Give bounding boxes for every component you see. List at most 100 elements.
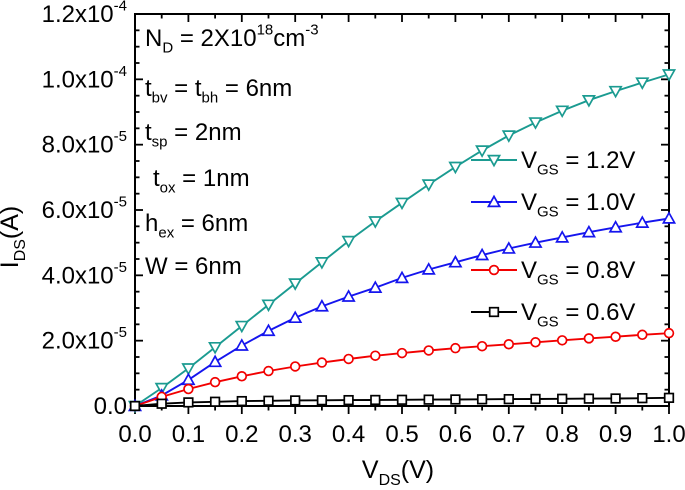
data-point-marker <box>608 85 623 99</box>
data-point-marker <box>343 394 354 406</box>
y-tick-label: 8.0x10-5 <box>42 128 127 159</box>
data-point-marker <box>343 353 354 365</box>
data-point-marker <box>314 299 329 312</box>
x-tick-labels: 0.0 0.1 0.2 0.3 0.4 0.5 0.6 0.7 0.8 0.9 1.0 <box>118 421 685 448</box>
data-point-marker <box>183 397 194 408</box>
data-point-marker <box>583 393 595 404</box>
data-point-marker <box>209 396 221 407</box>
data-point-marker <box>263 395 274 406</box>
legend-entry-vgs-1.0v: VGS = 1.0V <box>471 189 635 220</box>
data-point-marker <box>637 329 648 341</box>
data-point-marker <box>475 145 490 158</box>
annotation-line: hex = 6nm <box>145 210 248 241</box>
data-point-marker <box>635 215 650 228</box>
data-point-marker <box>608 219 623 233</box>
x-tick-label: 0.2 <box>225 421 258 448</box>
data-point-marker <box>129 400 141 412</box>
annotation-line: tbv = tbh = 6nm <box>145 75 292 106</box>
annotation-line: tsp = 2nm <box>145 119 242 150</box>
legend-label: VGS = 1.0V <box>521 189 635 220</box>
data-point-marker <box>503 339 515 350</box>
data-point-marker <box>583 333 595 344</box>
data-point-marker <box>370 394 381 406</box>
y-tick-label: 1.2x10-4 <box>42 0 127 28</box>
data-point-marker <box>289 361 301 372</box>
legend-entry-vgs-0.8v: VGS = 0.8V <box>471 257 635 288</box>
legend-entry-vgs-1.2v: VGS = 1.2V <box>471 147 635 178</box>
data-point-marker <box>610 393 621 404</box>
data-point-marker <box>663 327 675 339</box>
data-point-marker <box>316 357 328 368</box>
data-point-marker <box>368 216 383 229</box>
x-tick-label: 1.0 <box>652 421 685 448</box>
data-point-marker <box>234 338 249 351</box>
data-point-marker <box>581 94 596 108</box>
data-point-marker <box>476 340 488 352</box>
y-tick-label: 6.0x10-5 <box>42 193 127 224</box>
data-point-marker <box>156 398 167 409</box>
data-point-marker <box>234 320 249 334</box>
data-point-marker <box>316 395 328 406</box>
annotation-block: ND = 2X1018cm-3 tbv = tbh = 6nm tsp = 2nm t… <box>145 21 319 280</box>
data-point-marker <box>396 347 408 359</box>
x-tick-label: 0.4 <box>332 421 365 448</box>
data-point-marker <box>488 306 500 318</box>
legend-label: VGS = 0.8V <box>521 257 635 288</box>
data-point-marker <box>183 383 194 395</box>
data-point-marker <box>488 264 500 276</box>
x-tick-label: 0.8 <box>546 421 579 448</box>
legend-label: VGS = 1.2V <box>521 147 635 178</box>
data-point-marker <box>486 194 502 208</box>
y-tick-label: 2.0x10-5 <box>42 324 127 355</box>
data-point-marker <box>555 105 570 119</box>
x-tick-label: 0.5 <box>385 421 418 448</box>
data-point-marker <box>341 235 356 249</box>
data-point-marker <box>263 365 274 377</box>
data-point-marker <box>503 393 514 405</box>
annotation-line: ND = 2X1018cm-3 <box>145 21 319 56</box>
data-point-marker <box>635 77 650 90</box>
data-point-marker <box>581 224 596 238</box>
x-tick-label: 0.0 <box>118 421 151 448</box>
data-point-marker <box>368 280 383 293</box>
data-point-marker <box>661 211 677 224</box>
legend-entry-vgs-0.6v: VGS = 0.6V <box>471 299 635 330</box>
data-point-marker <box>637 393 648 404</box>
data-point-marker <box>661 69 677 82</box>
data-point-marker <box>290 395 301 406</box>
data-point-marker <box>394 197 410 211</box>
data-point-marker <box>501 130 516 143</box>
data-point-marker <box>341 289 356 302</box>
data-point-marker <box>486 154 502 168</box>
data-point-marker <box>475 247 490 261</box>
data-point-marker <box>261 323 276 337</box>
data-point-marker <box>501 241 516 254</box>
data-point-marker <box>288 278 303 291</box>
data-point-marker <box>236 395 247 407</box>
x-tick-label: 0.1 <box>172 421 205 448</box>
data-point-marker <box>450 342 461 354</box>
ticks <box>134 13 670 414</box>
data-point-marker <box>555 230 570 243</box>
x-tick-label: 0.6 <box>439 421 472 448</box>
data-point-marker <box>288 310 303 324</box>
annotation-line: tox = 1nm <box>153 165 250 196</box>
data-point-marker <box>208 354 223 368</box>
data-point-marker <box>448 254 463 268</box>
data-point-marker <box>530 393 541 405</box>
data-point-marker <box>181 372 196 386</box>
data-point-marker <box>423 345 434 356</box>
legend: VGS = 1.2V VGS = 1.0V VGS = 0.8V VGS = 0.6V <box>471 147 635 330</box>
legend-label: VGS = 0.6V <box>521 299 635 330</box>
data-point-marker <box>396 394 408 405</box>
data-point-marker <box>314 257 329 270</box>
series-vgs-0.6v <box>129 392 675 412</box>
data-point-marker <box>423 394 434 405</box>
y-tick-label: 0.0 <box>94 393 127 420</box>
data-point-marker <box>530 337 541 348</box>
data-point-marker <box>663 392 675 403</box>
y-axis-title: IDS(A) <box>0 206 29 269</box>
annotation-line: W = 6nm <box>145 253 242 280</box>
